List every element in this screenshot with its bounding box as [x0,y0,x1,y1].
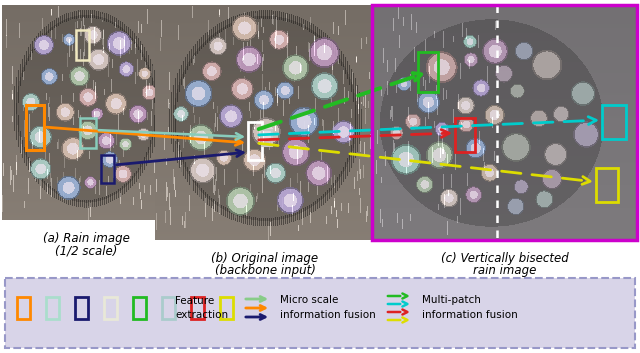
Text: information fusion: information fusion [422,310,518,320]
Bar [101,155,114,183]
Text: Feature: Feature [175,296,214,306]
Bar [455,118,475,152]
Text: (c) Vertically bisected: (c) Vertically bisected [440,252,568,265]
Bar [418,52,438,92]
Text: Multi-patch: Multi-patch [422,295,481,305]
Bar [248,122,262,160]
Bar [162,297,175,319]
Bar [5,278,635,348]
Text: rain image: rain image [473,264,536,277]
Bar [17,297,30,319]
Bar [104,297,117,319]
Text: (a) Rain image: (a) Rain image [43,232,129,245]
Bar [26,105,44,150]
Bar [220,297,233,319]
Text: Micro scale: Micro scale [280,295,339,305]
Bar [75,297,88,319]
Text: (b) Original image: (b) Original image [211,252,319,265]
Bar [372,5,637,240]
Bar [76,30,89,60]
Bar [596,168,618,202]
Bar [191,297,204,319]
Bar [133,297,146,319]
Text: information fusion: information fusion [280,310,376,320]
Bar [262,130,272,146]
Text: (1/2 scale): (1/2 scale) [55,244,117,257]
Text: extraction: extraction [175,310,228,320]
Bar [602,105,626,139]
Bar [46,297,59,319]
Bar [80,118,96,148]
Text: (backbone input): (backbone input) [214,264,316,277]
